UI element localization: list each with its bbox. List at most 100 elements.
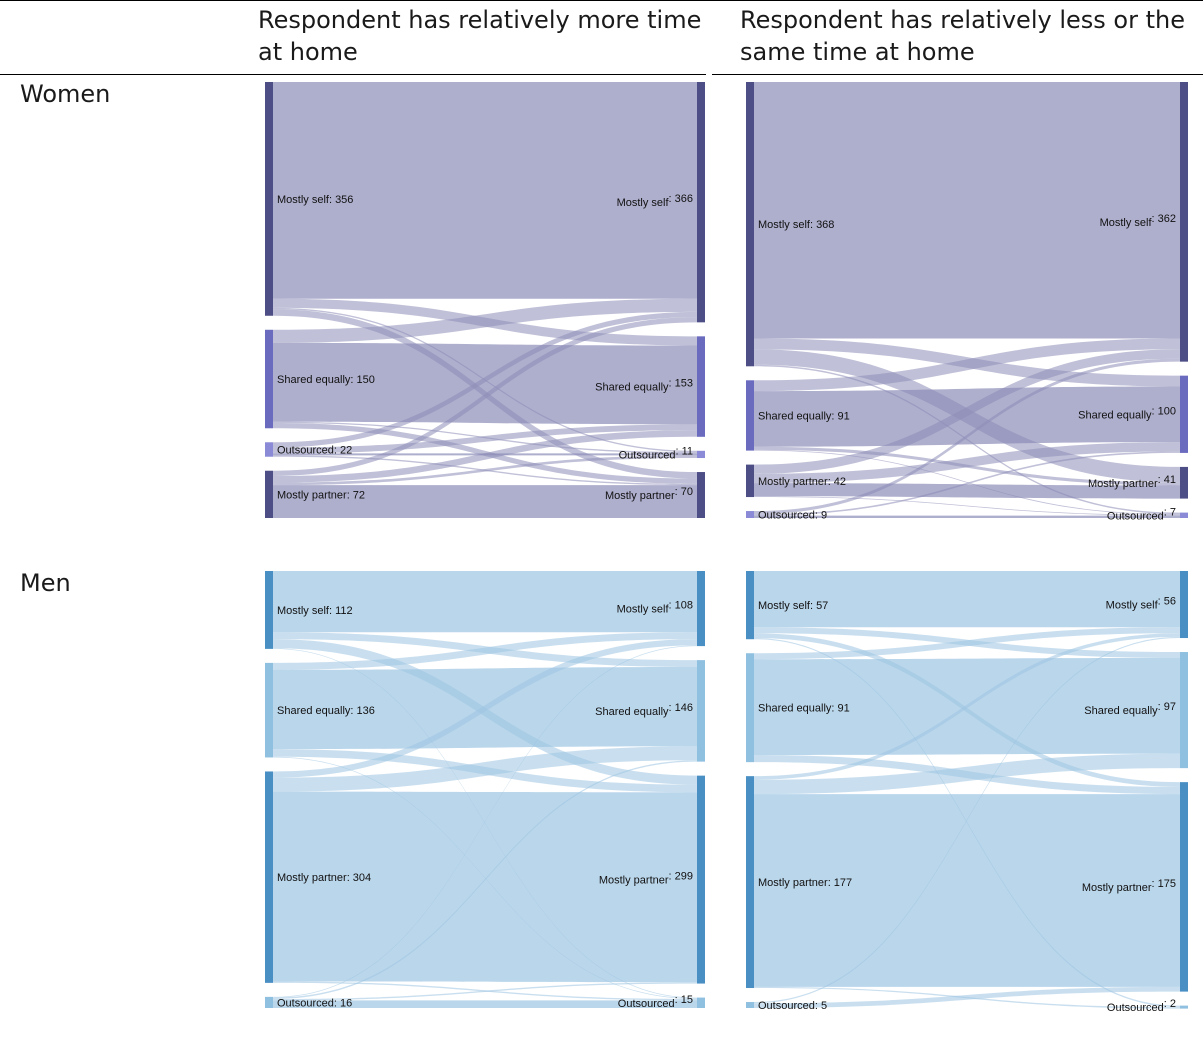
sankey-women-less-time: Mostly self: 368 Shared equally: 91 Mostly… (746, 82, 1188, 522)
right-node-shared-equally (1180, 652, 1188, 769)
right-node-outsourced (1180, 1005, 1188, 1009)
right-node-mostly-self (1180, 82, 1188, 362)
flow-mostly-self-to-mostly-self (273, 82, 697, 299)
flow-mostly-partner-to-outsourced (754, 496, 1180, 516)
right-node-mostly-partner (1180, 782, 1188, 992)
sankey-women-more-time: Mostly self: 356 Shared equally: 150 Outso… (265, 82, 705, 518)
flow-outsourced-to-outsourced (273, 1000, 697, 1008)
left-node-label-mostly-self: Mostly self: 368 (758, 219, 834, 231)
right-node-label-mostly-partner: Mostly partner: 41 (1088, 474, 1176, 490)
right-node-label-mostly-partner: Mostly partner: 299 (599, 871, 693, 887)
left-node-shared-equally (746, 380, 754, 451)
right-node-label-mostly-self: Mostly self: 362 (1100, 213, 1176, 229)
flow-mostly-partner-to-mostly-self (273, 639, 697, 778)
left-node-mostly-self (265, 82, 273, 316)
flow-outsourced-to-shared-equally (754, 451, 1180, 516)
right-node-mostly-partner (697, 775, 705, 984)
left-node-label-mostly-self: Mostly self: 112 (277, 605, 353, 617)
flow-links (754, 82, 1180, 518)
flow-outsourced-to-mostly-self (273, 311, 697, 448)
flow-shared-equally-to-mostly-self (754, 338, 1180, 392)
left-node-shared-equally (265, 329, 273, 429)
nodes: Mostly self: 368 Shared equally: 91 Mostly… (746, 82, 1188, 522)
left-node-label-mostly-partner: Mostly partner: 177 (758, 877, 852, 889)
right-node-outsourced (1180, 512, 1188, 518)
left-node-label-mostly-self: Mostly self: 356 (277, 194, 353, 206)
right-node-shared-equally (697, 336, 705, 437)
flow-mostly-self-to-mostly-self (754, 82, 1180, 339)
flow-outsourced-to-mostly-self (754, 636, 1180, 1004)
nodes: Mostly self: 57 Shared equally: 91 Mostly … (746, 571, 1188, 1014)
flow-shared-equally-to-shared-equally (273, 342, 697, 425)
left-node-mostly-self (746, 571, 754, 640)
left-node-label-outsourced: Outsourced: 5 (758, 1000, 827, 1012)
flow-links (754, 571, 1180, 1009)
sankey-men-less-time: Mostly self: 57 Shared equally: 91 Mostly … (746, 571, 1188, 1014)
left-node-label-mostly-partner: Mostly partner: 42 (758, 476, 846, 488)
flow-outsourced-to-shared-equally (273, 760, 697, 999)
flow-mostly-partner-to-mostly-self (273, 317, 697, 476)
right-node-label-shared-equally: Shared equally: 153 (595, 378, 693, 394)
flow-mostly-partner-to-mostly-partner (273, 485, 697, 518)
right-node-label-outsourced: Outsourced: 11 (619, 445, 693, 461)
column-header-more-time-line1: Respondent has relatively more time (258, 6, 702, 34)
left-node-mostly-partner (265, 771, 273, 983)
flow-links (273, 571, 697, 1008)
left-node-mostly-self (746, 82, 754, 367)
flow-shared-equally-to-mostly-self (273, 298, 697, 343)
left-node-shared-equally (746, 653, 754, 763)
flow-mostly-partner-to-outsourced (273, 455, 697, 486)
left-node-outsourced (746, 1002, 754, 1008)
nodes: Mostly self: 112 Shared equally: 136 Mostl… (265, 571, 705, 1010)
right-node-label-mostly-self: Mostly self: 366 (617, 193, 693, 209)
right-node-outsourced (697, 450, 705, 459)
row-label-women: Women (20, 80, 111, 108)
column-header-less-time-line1: Respondent has relatively less or the (740, 6, 1185, 34)
right-node-label-mostly-self: Mostly self: 56 (1106, 596, 1176, 612)
right-node-outsourced (697, 997, 705, 1008)
left-node-outsourced (746, 511, 754, 518)
column-header-less-time-line2: same time at home (740, 38, 975, 66)
right-node-mostly-self (697, 571, 705, 647)
flow-outsourced-to-mostly-self (273, 645, 697, 998)
right-node-label-mostly-partner: Mostly partner: 175 (1082, 878, 1176, 894)
right-node-label-shared-equally: Shared equally: 146 (595, 702, 693, 718)
flow-mostly-partner-to-shared-equally (273, 430, 697, 483)
flow-links (273, 82, 697, 518)
right-node-label-shared-equally: Shared equally: 97 (1084, 701, 1176, 717)
column-header-less-time: Respondent has relatively less or the sa… (740, 4, 1203, 68)
column-header-more-time-line2: at home (258, 38, 358, 66)
header-rule-left (0, 74, 706, 75)
flow-outsourced-to-shared-equally (273, 424, 697, 454)
left-node-mostly-partner (746, 776, 754, 989)
flow-shared-equally-to-mostly-self (754, 627, 1180, 660)
left-node-label-shared-equally: Shared equally: 91 (758, 410, 850, 422)
left-node-label-shared-equally: Shared equally: 150 (277, 374, 375, 386)
flow-outsourced-to-mostly-self (754, 358, 1180, 515)
right-node-mostly-self (1180, 571, 1188, 639)
flow-shared-equally-to-mostly-self (273, 632, 697, 670)
flow-mostly-partner-to-shared-equally (754, 753, 1180, 795)
left-node-label-outsourced: Outsourced: 9 (758, 510, 827, 522)
sankey-men-more-time: Mostly self: 112 Shared equally: 136 Mostl… (265, 571, 705, 1010)
flow-mostly-partner-to-mostly-self (754, 633, 1180, 780)
flow-shared-equally-to-outsourced (754, 449, 1180, 515)
left-node-label-mostly-partner: Mostly partner: 304 (277, 872, 371, 884)
flow-outsourced-to-outsourced (754, 515, 1180, 518)
left-node-label-mostly-partner: Mostly partner: 72 (277, 489, 365, 501)
left-node-mostly-self (265, 571, 273, 649)
flow-mostly-partner-to-mostly-partner (754, 794, 1180, 987)
nodes: Mostly self: 356 Shared equally: 150 Outso… (265, 82, 705, 518)
left-node-mostly-partner (746, 464, 754, 498)
left-node-label-shared-equally: Shared equally: 91 (758, 703, 850, 715)
flow-shared-equally-to-shared-equally (754, 386, 1180, 447)
right-node-label-shared-equally: Shared equally: 100 (1078, 405, 1176, 421)
right-node-shared-equally (1180, 375, 1188, 453)
flow-outsourced-to-mostly-partner (273, 982, 697, 1001)
flow-mostly-partner-to-mostly-partner (754, 483, 1180, 499)
flow-outsourced-to-mostly-partner (754, 986, 1180, 1008)
flow-mostly-partner-to-shared-equally (754, 442, 1180, 484)
left-node-shared-equally (265, 662, 273, 758)
left-node-label-mostly-self: Mostly self: 57 (758, 600, 828, 612)
left-node-outsourced (265, 996, 273, 1008)
